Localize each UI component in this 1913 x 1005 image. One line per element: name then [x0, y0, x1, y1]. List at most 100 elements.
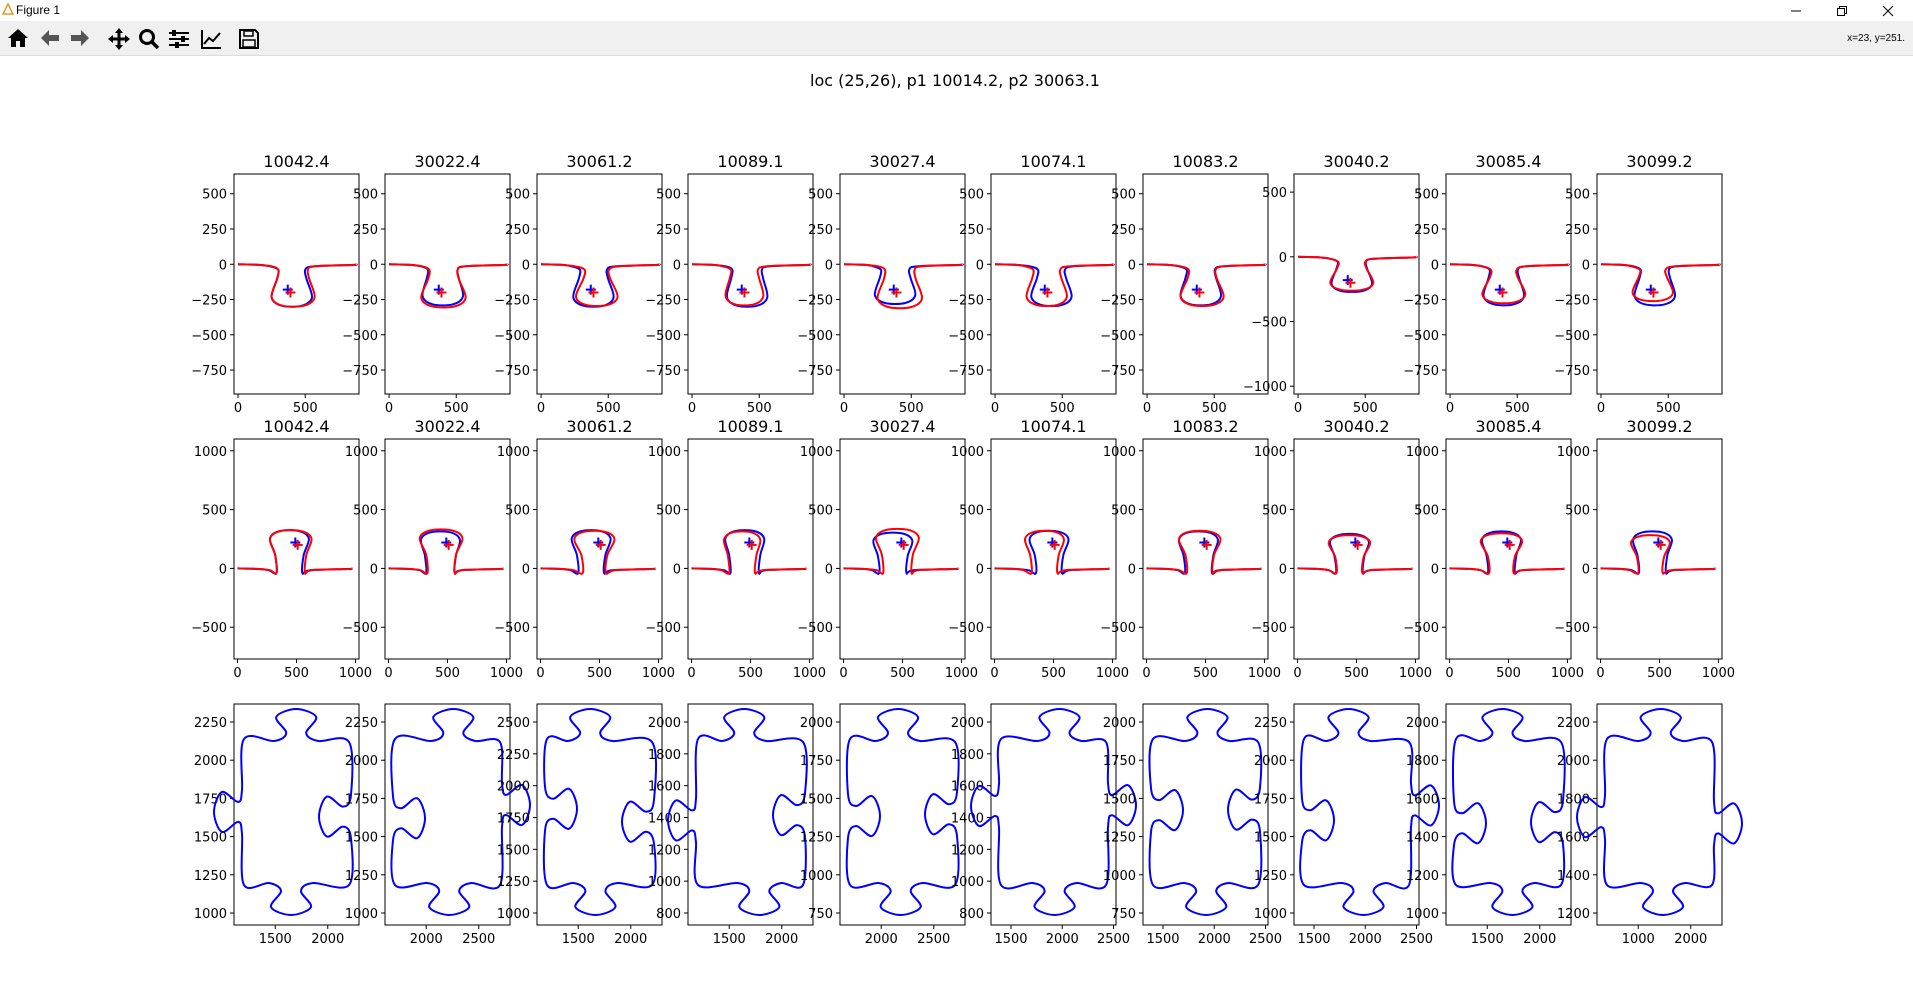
piece-outline-line — [390, 707, 532, 917]
x-tick-label: 2000 — [614, 932, 647, 947]
y-tick-label: 2200 — [1557, 716, 1590, 731]
configure-subplots-button[interactable] — [166, 26, 192, 50]
axes-middle-4: 10089.1 0 500 1000 1000 500 0 −500 — [645, 417, 826, 681]
y-tick-label: 1250 — [194, 869, 227, 884]
save-icon — [239, 29, 259, 49]
x-tick-label: 1000 — [490, 666, 523, 681]
red-centroid-marker — [595, 539, 606, 550]
y-tick-label: 500 — [1111, 504, 1136, 519]
x-tick-label: 2500 — [917, 932, 950, 947]
y-tick-label: 2000 — [1103, 716, 1136, 731]
y-tick-label: 1750 — [800, 754, 833, 769]
back-button[interactable] — [37, 26, 63, 50]
minimize-button[interactable] — [1773, 0, 1819, 21]
y-tick-label: 1250 — [497, 875, 530, 890]
piece-outline-line — [666, 707, 808, 917]
y-tick-label: −250 — [342, 294, 378, 309]
axes-title: 30099.2 — [1626, 152, 1692, 171]
back-icon — [41, 30, 59, 46]
y-tick-label: 2000 — [1557, 754, 1590, 769]
y-tick-label: 0 — [825, 562, 833, 577]
red-edge-line — [843, 527, 959, 575]
axes-frame — [1142, 438, 1269, 660]
axes-title: 30022.4 — [414, 417, 480, 436]
axes-bottom-8: 1500 2000 2500 2250 2000 1750 1500 1250 1000 — [1254, 703, 1441, 947]
restore-button[interactable] — [1819, 0, 1865, 21]
edit-axes-button[interactable] — [198, 26, 224, 50]
axes-bottom-2: 2000 2500 2250 2000 1750 1500 1250 1000 — [345, 703, 532, 947]
axes-frame — [839, 173, 966, 395]
x-tick-label: 500 — [738, 666, 763, 681]
x-tick-label: 1500 — [1297, 932, 1330, 947]
axes-frame — [536, 173, 663, 395]
y-tick-label: −500 — [948, 621, 984, 636]
red-centroid-marker — [1194, 287, 1205, 298]
y-tick-label: 500 — [505, 188, 530, 203]
x-tick-label: 0 — [1294, 401, 1302, 416]
zoom-button[interactable] — [136, 26, 162, 50]
y-tick-label: 1000 — [1406, 907, 1439, 922]
y-tick-label: 1750 — [194, 792, 227, 807]
axes-middle-2: 30022.4 0 500 1000 1000 500 0 −500 — [342, 417, 523, 681]
y-tick-label: −750 — [1554, 364, 1590, 379]
axes-middle-3: 30061.2 0 500 1000 1000 500 0 −500 — [494, 417, 675, 681]
y-tick-label: 0 — [825, 258, 833, 273]
pan-button[interactable] — [106, 26, 132, 50]
home-button[interactable] — [5, 26, 31, 50]
axes-middle-10: 30099.2 0 500 1000 1000 500 0 −500 — [1554, 417, 1735, 681]
y-tick-label: 1600 — [951, 780, 984, 795]
x-tick-label: 500 — [444, 401, 469, 416]
x-tick-label: 0 — [1597, 401, 1605, 416]
y-tick-label: 1400 — [1406, 831, 1439, 846]
y-tick-label: 0 — [1582, 258, 1590, 273]
axes-title: 30027.4 — [869, 417, 935, 436]
axes-frame — [687, 173, 814, 395]
x-tick-label: 500 — [1353, 401, 1378, 416]
cursor-coordinates: x=23, y=251. — [1847, 33, 1905, 44]
red-edge-line — [388, 528, 505, 575]
axes-frame — [990, 173, 1117, 395]
y-tick-label: −500 — [494, 329, 530, 344]
y-tick-label: −500 — [1100, 621, 1136, 636]
y-tick-label: −750 — [342, 364, 378, 379]
axes-frame — [536, 438, 663, 660]
figure-suptitle: loc (25,26), p1 10014.2, p2 30063.1 — [810, 71, 1100, 90]
x-tick-label: 0 — [1596, 666, 1604, 681]
forward-button[interactable] — [67, 26, 93, 50]
red-centroid-marker — [436, 287, 447, 298]
x-tick-label: 2500 — [462, 932, 495, 947]
red-edge-line — [1297, 255, 1418, 292]
x-tick-label: 2000 — [311, 932, 344, 947]
save-button[interactable] — [236, 26, 262, 50]
y-tick-label: −500 — [797, 621, 833, 636]
x-tick-label: 500 — [1656, 401, 1681, 416]
x-tick-label: 1500 — [1471, 932, 1504, 947]
axes-frame — [1445, 703, 1572, 926]
axes-middle-7: 10083.2 0 500 1000 1000 500 0 −500 — [1100, 417, 1281, 681]
x-tick-label: 0 — [1445, 666, 1453, 681]
y-tick-label: 500 — [1262, 504, 1287, 519]
close-button[interactable] — [1865, 0, 1911, 21]
red-edge-line — [1600, 534, 1717, 575]
red-centroid-marker — [746, 539, 757, 550]
axes-frame — [384, 703, 511, 926]
x-tick-label: 500 — [435, 666, 460, 681]
y-tick-label: 0 — [370, 562, 378, 577]
y-tick-label: 2250 — [497, 748, 530, 763]
window-title: Figure 1 — [16, 3, 61, 17]
y-tick-label: 1000 — [648, 875, 681, 890]
y-tick-label: −250 — [948, 294, 984, 309]
x-tick-label: 0 — [687, 666, 695, 681]
axes-title: 10083.2 — [1172, 152, 1238, 171]
y-tick-label: 0 — [976, 562, 984, 577]
y-tick-label: −750 — [1100, 364, 1136, 379]
y-tick-label: 0 — [219, 258, 227, 273]
y-tick-label: −750 — [948, 364, 984, 379]
y-tick-label: 250 — [656, 223, 681, 238]
x-tick-label: 500 — [284, 666, 309, 681]
x-tick-label: 0 — [688, 401, 696, 416]
app-icon — [2, 3, 14, 15]
x-tick-label: 2000 — [1349, 932, 1382, 947]
red-edge-line — [237, 529, 353, 575]
y-tick-label: −500 — [342, 621, 378, 636]
